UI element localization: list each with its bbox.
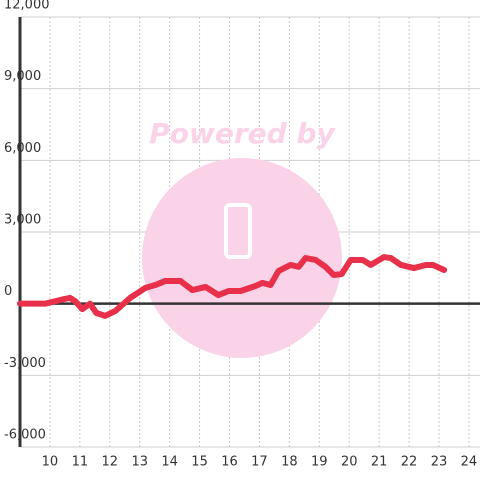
watermark-logo — [224, 203, 252, 259]
x-tick-label: 19 — [311, 455, 328, 470]
x-tick-label: 11 — [72, 455, 89, 470]
x-tick-label: 17 — [251, 455, 268, 470]
x-tick-label: 14 — [161, 455, 178, 470]
x-tick-label: 23 — [431, 455, 448, 470]
y-tick-label: -3,000 — [4, 356, 46, 371]
y-tick-label: 3,000 — [4, 213, 41, 228]
x-tick-label: 15 — [191, 455, 208, 470]
data-line — [17, 254, 448, 319]
y-tick-label: -6,000 — [4, 428, 46, 443]
watermark-text: Powered by — [149, 117, 336, 150]
x-tick-label: 22 — [401, 455, 418, 470]
x-tick-label: 24 — [461, 455, 478, 470]
y-tick-label: 0 — [4, 284, 12, 299]
y-tick-label: 12,000 — [4, 0, 50, 13]
x-tick-label: 20 — [341, 455, 358, 470]
x-tick-label: 12 — [102, 455, 119, 470]
watermark: Powered by — [142, 117, 342, 358]
x-tick-label: 18 — [281, 455, 298, 470]
y-tick-label: 6,000 — [4, 141, 41, 156]
x-tick-label: 16 — [221, 455, 238, 470]
y-tick-label: 9,000 — [4, 69, 41, 84]
x-tick-label: 10 — [42, 455, 59, 470]
x-tick-label: 13 — [131, 455, 148, 470]
x-tick-label: 21 — [371, 455, 388, 470]
